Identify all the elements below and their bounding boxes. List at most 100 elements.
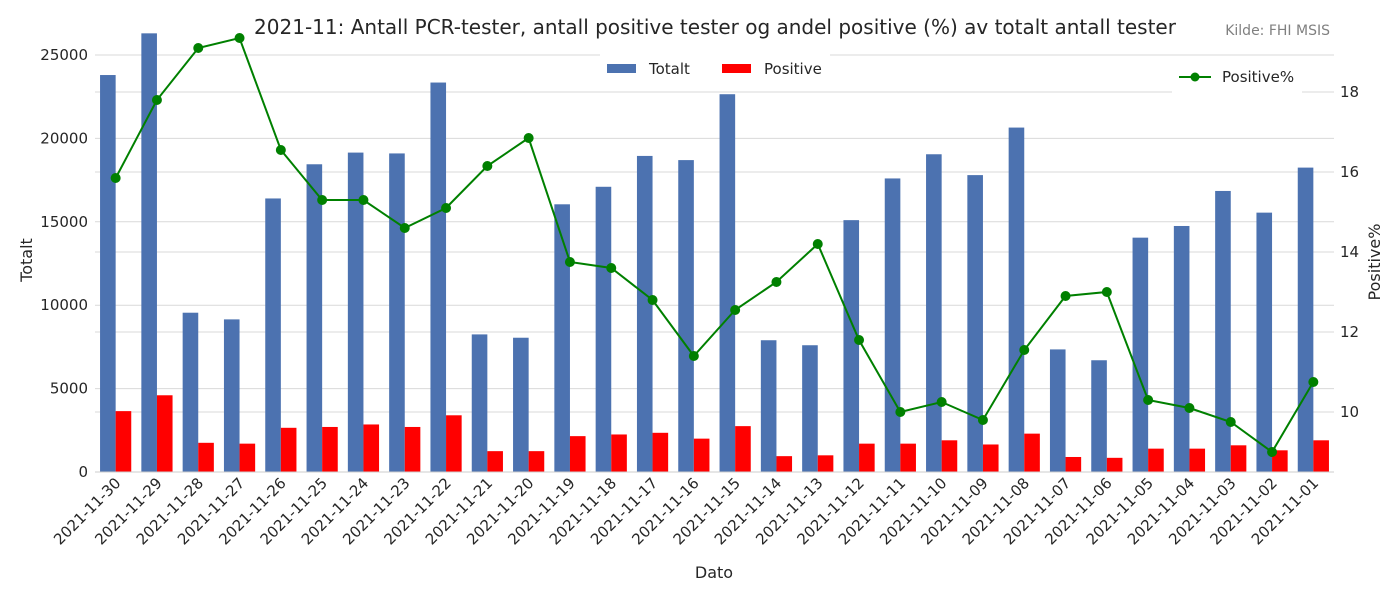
- y2-tick-label-1: 12: [1340, 323, 1359, 341]
- x-axis-label: Dato: [695, 563, 733, 582]
- bar-positive-2021-11-10: [941, 440, 958, 472]
- left-gridlines: [95, 54, 1334, 390]
- bar-totalt-2021-11-10: [926, 154, 942, 472]
- point-positive-pct-2021-11-05: [1143, 395, 1154, 405]
- bar-totalt-2021-11-24: [347, 152, 364, 472]
- point-positive-pct-2021-11-20: [523, 133, 534, 143]
- point-positive-pct-2021-11-08: [1019, 345, 1030, 355]
- point-positive-pct-2021-11-28: [193, 43, 204, 53]
- bar-totalt-2021-11-11: [884, 178, 901, 472]
- bar-totalt-2021-11-27: [223, 319, 240, 472]
- bar-positive-2021-11-11: [900, 443, 916, 472]
- bar-positive-2021-11-17: [652, 432, 669, 472]
- x-tick-labels: 2021-11-302021-11-292021-11-282021-11-27…: [50, 474, 1322, 548]
- legend-label-positive: Positive: [764, 60, 822, 78]
- point-positive-pct-2021-11-06: [1101, 287, 1112, 297]
- bar-positive-2021-11-24: [363, 424, 380, 472]
- legend-bars: Totalt Positive: [600, 52, 830, 86]
- y-tick-label-2: 10000: [40, 296, 88, 314]
- bar-positive-2021-11-09: [982, 444, 999, 472]
- bar-positive-2021-11-21: [487, 451, 503, 472]
- bar-totalt-2021-11-16: [678, 160, 694, 472]
- y2-tick-label-3: 16: [1340, 163, 1359, 181]
- point-positive-pct-2021-11-09: [977, 415, 988, 425]
- bar-positive-2021-11-07: [1065, 456, 1082, 472]
- bar-totalt-2021-11-04: [1173, 225, 1190, 472]
- source-note: Kilde: FHI MSIS: [1225, 23, 1330, 39]
- bar-positive-2021-11-18: [611, 434, 627, 472]
- bar-totalt-2021-11-22: [430, 82, 447, 473]
- bar-positive-2021-11-01: [1313, 440, 1329, 472]
- bar-positive-2021-11-14: [776, 456, 793, 472]
- bar-totalt-2021-11-30: [100, 75, 116, 472]
- bar-totalt-2021-11-08: [1008, 127, 1025, 473]
- bars: [100, 33, 1329, 473]
- y2-tick-label-4: 18: [1340, 83, 1359, 101]
- bar-positive-2021-11-05: [1148, 448, 1164, 472]
- y2-axis-label: Positive%: [1365, 224, 1384, 301]
- positive-pct-polyline: [114, 36, 1315, 454]
- bar-totalt-2021-11-28: [182, 312, 199, 472]
- bar-totalt-2021-11-07: [1049, 349, 1066, 472]
- point-positive-pct-2021-11-30: [110, 173, 121, 183]
- y-axis-label: Totalt: [17, 238, 36, 283]
- bar-totalt-2021-11-26: [265, 198, 281, 472]
- legend-label-totalt: Totalt: [648, 60, 690, 78]
- bar-totalt-2021-11-03: [1215, 190, 1231, 472]
- y-tick-label-0: 0: [78, 463, 88, 481]
- bar-totalt-2021-11-01: [1297, 167, 1314, 473]
- point-positive-pct-2021-11-26: [275, 145, 286, 155]
- bar-totalt-2021-11-14: [760, 340, 777, 472]
- bar-totalt-2021-11-20: [513, 337, 529, 472]
- point-positive-pct-2021-11-15: [730, 305, 741, 315]
- bar-positive-2021-11-03: [1230, 445, 1247, 472]
- bar-totalt-2021-11-25: [306, 164, 323, 472]
- bar-positive-2021-11-26: [280, 427, 297, 472]
- legend-bars-background: [600, 52, 830, 86]
- point-positive-pct-2021-11-23: [399, 223, 410, 233]
- y2-tick-label-2: 14: [1340, 243, 1359, 261]
- legend-swatch-totalt: [607, 64, 636, 73]
- bar-totalt-2021-11-17: [636, 155, 653, 473]
- point-positive-pct-2021-11-04: [1184, 403, 1195, 413]
- bar-positive-2021-11-28: [198, 442, 214, 472]
- point-positive-pct-2021-11-25: [317, 195, 328, 205]
- point-positive-pct-2021-11-10: [936, 397, 947, 407]
- y-tick-label-5: 25000: [40, 46, 88, 64]
- bar-positive-2021-11-22: [446, 415, 462, 472]
- point-positive-pct-2021-11-03: [1225, 417, 1236, 427]
- left-tick-labels: 0 5000 10000 15000 20000 25000: [40, 46, 88, 481]
- bar-totalt-2021-11-23: [389, 153, 405, 472]
- y-tick-label-1: 5000: [50, 380, 88, 398]
- y-tick-label-4: 20000: [40, 129, 88, 147]
- legend-swatch-positive: [722, 64, 751, 73]
- point-positive-pct-2021-11-22: [441, 203, 452, 213]
- point-positive-pct-2021-11-13: [812, 239, 823, 249]
- point-positive-pct-2021-11-12: [854, 335, 865, 345]
- point-positive-pct-2021-11-07: [1060, 291, 1071, 301]
- bar-positive-2021-11-16: [693, 438, 710, 472]
- point-positive-pct-2021-11-27: [234, 33, 245, 43]
- bar-positive-2021-11-15: [735, 426, 751, 472]
- point-positive-pct-2021-11-01: [1308, 377, 1319, 387]
- bar-positive-2021-11-27: [239, 443, 256, 472]
- point-positive-pct-2021-11-17: [647, 295, 658, 305]
- bar-totalt-2021-11-18: [595, 186, 612, 472]
- bar-positive-2021-11-20: [528, 451, 545, 472]
- bar-positive-2021-11-02: [1272, 450, 1288, 472]
- chart-title: 2021-11: Antall PCR-tester, antall posit…: [254, 15, 1177, 39]
- bar-positive-2021-11-30: [115, 411, 132, 472]
- bar-positive-2021-11-19: [569, 436, 586, 472]
- bar-positive-2021-11-29: [156, 395, 173, 472]
- point-positive-pct-2021-11-21: [482, 161, 493, 171]
- right-gridlines: [95, 91, 1334, 413]
- point-positive-pct-2021-11-24: [358, 195, 369, 205]
- bar-positive-2021-11-04: [1189, 448, 1206, 472]
- legend-line: Positive%: [1172, 60, 1302, 94]
- legend-swatch-marker: [1190, 72, 1200, 82]
- bar-totalt-2021-11-19: [554, 204, 570, 473]
- bar-positive-2021-11-08: [1024, 433, 1040, 472]
- bar-positive-2021-11-06: [1106, 457, 1123, 472]
- bar-totalt-2021-11-09: [967, 175, 983, 472]
